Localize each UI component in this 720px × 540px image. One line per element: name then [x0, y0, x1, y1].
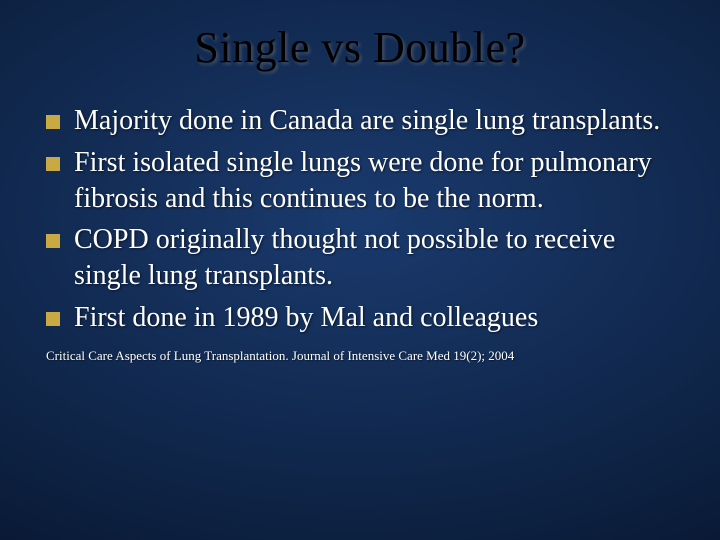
- bullet-text: COPD originally thought not possible to …: [74, 222, 682, 294]
- square-bullet-icon: [46, 157, 60, 171]
- bullet-text: First isolated single lungs were done fo…: [74, 145, 682, 217]
- slide-title: Single vs Double?: [0, 0, 720, 73]
- square-bullet-icon: [46, 312, 60, 326]
- bullet-text: Majority done in Canada are single lung …: [74, 103, 660, 139]
- bullet-item: COPD originally thought not possible to …: [46, 222, 682, 294]
- bullet-list: Majority done in Canada are single lung …: [0, 73, 720, 336]
- bullet-item: Majority done in Canada are single lung …: [46, 103, 682, 139]
- square-bullet-icon: [46, 234, 60, 248]
- square-bullet-icon: [46, 115, 60, 129]
- bullet-text: First done in 1989 by Mal and colleagues: [74, 300, 538, 336]
- bullet-item: First isolated single lungs were done fo…: [46, 145, 682, 217]
- slide: Single vs Double? Majority done in Canad…: [0, 0, 720, 540]
- citation-text: Critical Care Aspects of Lung Transplant…: [0, 342, 720, 364]
- bullet-item: First done in 1989 by Mal and colleagues: [46, 300, 682, 336]
